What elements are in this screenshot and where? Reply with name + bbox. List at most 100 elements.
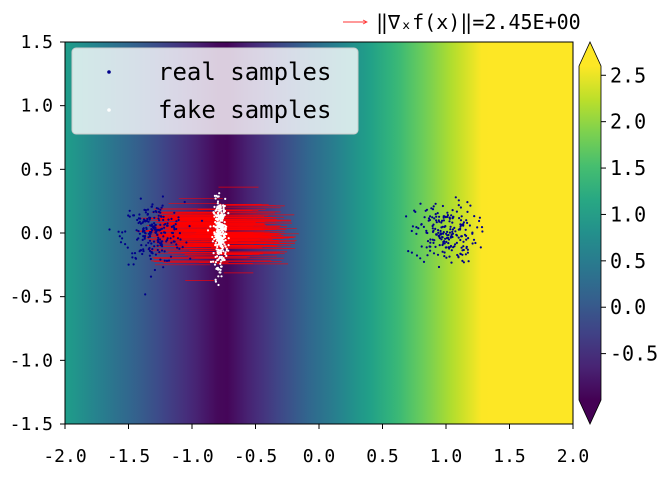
real-sample-point xyxy=(136,219,138,221)
real-sample-point xyxy=(441,236,443,238)
real-sample-point xyxy=(415,226,417,228)
real-sample-point xyxy=(131,256,133,258)
real-sample-point xyxy=(444,251,446,253)
real-sample-point xyxy=(149,240,151,242)
real-sample-point xyxy=(429,215,431,217)
real-sample-point xyxy=(450,262,452,264)
fake-sample-point xyxy=(217,200,219,202)
fake-sample-point xyxy=(221,248,223,250)
real-sample-point xyxy=(465,253,467,255)
y-tick-label: -1.0 xyxy=(10,350,53,371)
colorbar: 2.52.01.51.00.50.0-0.5 xyxy=(579,42,658,424)
real-sample-point xyxy=(170,237,172,239)
fake-sample-point xyxy=(216,255,218,257)
gradient-legend: ‖∇ₓf(x)‖=2.45E+00 xyxy=(343,10,581,34)
fake-sample-point xyxy=(213,213,215,215)
real-sample-point xyxy=(437,254,439,256)
real-sample-point xyxy=(129,216,131,218)
colorbar-tick-label: 0.0 xyxy=(610,295,646,319)
real-sample-point xyxy=(433,217,435,219)
real-sample-point xyxy=(164,260,166,262)
real-sample-point xyxy=(433,205,435,207)
real-sample-point xyxy=(456,211,458,213)
fake-sample-point xyxy=(218,195,220,197)
x-tick-label: 1.5 xyxy=(493,446,526,467)
real-sample-point xyxy=(124,230,126,232)
real-sample-point xyxy=(133,263,135,265)
real-sample-point xyxy=(438,234,440,236)
real-sample-point xyxy=(189,225,191,227)
real-sample-point xyxy=(118,231,120,233)
x-tick-label: -2.0 xyxy=(43,446,86,467)
fake-sample-point xyxy=(209,225,211,227)
real-sample-point xyxy=(456,254,458,256)
fake-sample-point xyxy=(214,244,216,246)
fake-sample-point xyxy=(216,235,218,237)
real-sample-point xyxy=(170,218,172,220)
fake-sample-point xyxy=(215,268,217,270)
real-sample-point xyxy=(419,203,421,205)
real-sample-point xyxy=(442,205,444,207)
fake-sample-point xyxy=(224,229,226,231)
real-sample-point xyxy=(153,241,155,243)
real-sample-point xyxy=(469,205,471,207)
real-sample-point xyxy=(124,243,126,245)
real-sample-point xyxy=(445,241,447,243)
fake-sample-point xyxy=(216,222,218,224)
fake-sample-point xyxy=(227,250,229,252)
real-sample-point xyxy=(481,230,483,232)
real-sample-point xyxy=(174,241,176,243)
fake-sample-point xyxy=(210,261,212,263)
fake-sample-point xyxy=(216,259,218,261)
real-sample-point xyxy=(473,239,475,241)
real-sample-point xyxy=(140,198,142,200)
real-sample-point xyxy=(157,237,159,239)
fake-sample-point xyxy=(215,197,217,199)
real-sample-point xyxy=(453,245,455,247)
real-sample-point xyxy=(439,237,441,239)
real-sample-point xyxy=(407,250,409,252)
real-sample-point xyxy=(150,258,152,260)
real-sample-point xyxy=(158,219,160,221)
x-tick-label: 1.0 xyxy=(430,446,463,467)
real-sample-point xyxy=(435,213,437,215)
real-sample-point xyxy=(145,209,147,211)
real-sample-point xyxy=(436,233,438,235)
real-sample-point xyxy=(424,216,426,218)
real-sample-point xyxy=(166,260,168,262)
real-sample-point xyxy=(429,238,431,240)
real-sample-point xyxy=(162,266,164,268)
real-sample-point xyxy=(433,252,435,254)
real-sample-point xyxy=(150,242,152,244)
real-sample-point xyxy=(444,225,446,227)
real-sample-point xyxy=(454,230,456,232)
real-sample-point xyxy=(438,216,440,218)
real-sample-point xyxy=(171,226,173,228)
legend-marker-fake xyxy=(107,108,111,112)
real-sample-point xyxy=(427,240,429,242)
real-sample-point xyxy=(449,228,451,230)
real-sample-point xyxy=(164,250,166,252)
real-sample-point xyxy=(179,232,181,234)
fake-sample-point xyxy=(227,212,229,214)
real-sample-point xyxy=(134,252,136,254)
real-sample-point xyxy=(444,238,446,240)
real-sample-point xyxy=(146,220,148,222)
real-sample-point xyxy=(445,257,447,259)
real-sample-point xyxy=(159,259,161,261)
colorbar-extend-top xyxy=(579,42,601,66)
real-sample-point xyxy=(147,209,149,211)
real-sample-point xyxy=(137,237,139,239)
real-sample-point xyxy=(454,243,456,245)
real-sample-point xyxy=(479,217,481,219)
real-sample-point xyxy=(416,254,418,256)
real-sample-point xyxy=(175,220,177,222)
fake-sample-point xyxy=(224,245,226,247)
real-sample-point xyxy=(145,227,147,229)
real-sample-point xyxy=(176,247,178,249)
fake-sample-point xyxy=(222,250,224,252)
real-sample-point xyxy=(432,225,434,227)
real-sample-point xyxy=(446,234,448,236)
real-sample-point xyxy=(465,219,467,221)
real-sample-point xyxy=(175,243,177,245)
